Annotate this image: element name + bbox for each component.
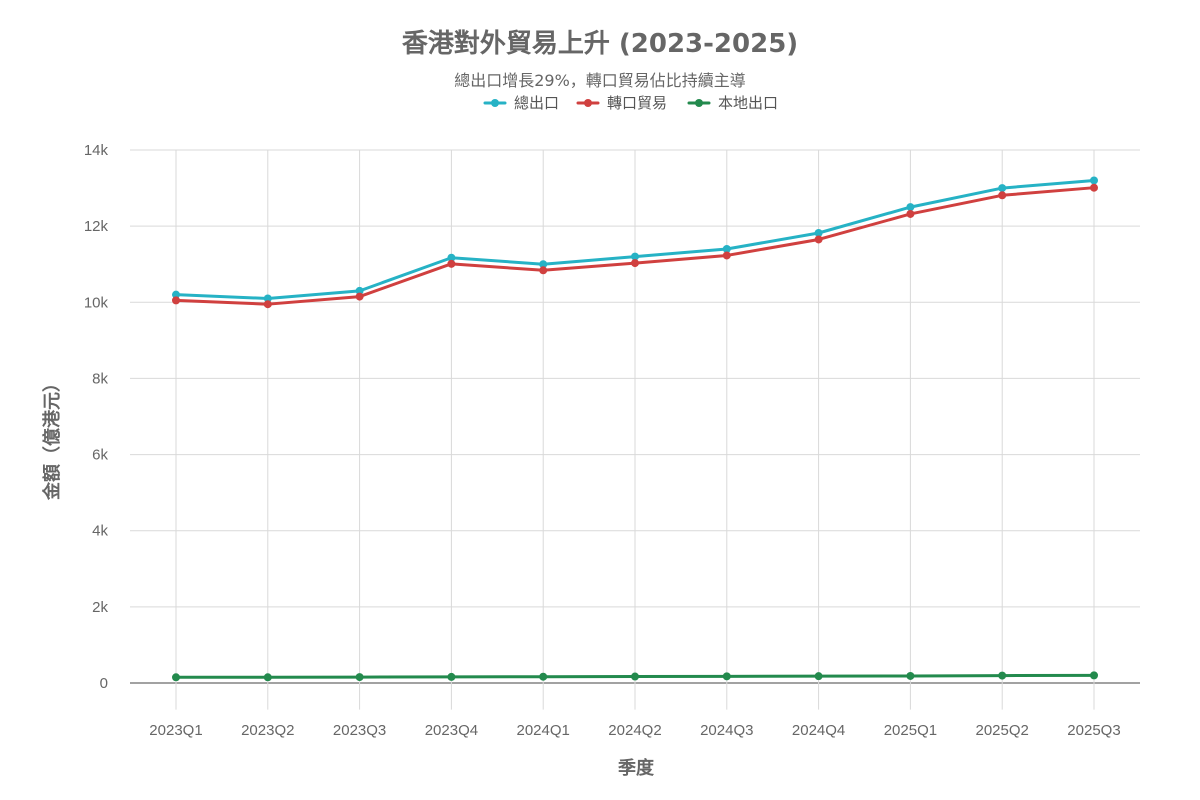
data-point (631, 672, 639, 681)
data-point (263, 673, 272, 682)
x-tick-label: 2025Q3 (1067, 722, 1120, 739)
data-point (172, 673, 180, 682)
chart-subtitle: 總出口增長29%，轉口貿易佔比持續主導 (454, 71, 746, 90)
series-3 (172, 671, 1098, 682)
data-point (355, 673, 364, 682)
data-point (998, 671, 1007, 680)
data-point (447, 259, 456, 268)
data-point (1090, 671, 1098, 680)
data-point (263, 294, 272, 303)
data-point (631, 252, 639, 261)
data-point (539, 260, 548, 269)
y-tick-label: 4k (92, 523, 108, 540)
series-1 (172, 176, 1098, 303)
series-2 (172, 183, 1098, 309)
legend-label: 轉口貿易 (607, 94, 667, 112)
legend-marker (584, 99, 592, 107)
x-tick-label: 2025Q1 (884, 722, 937, 739)
y-tick-label: 14k (84, 142, 109, 159)
data-point (906, 671, 915, 680)
x-axis-title: 季度 (618, 757, 655, 779)
legend-item: 本地出口 (687, 94, 778, 112)
y-tick-label: 10k (84, 294, 109, 311)
y-axis-title: 金額（億港元） (41, 374, 63, 501)
y-tick-label: 6k (92, 447, 108, 464)
legend-label: 本地出口 (718, 94, 778, 112)
data-point (722, 244, 731, 253)
data-point (355, 286, 364, 295)
data-point (998, 184, 1007, 193)
y-tick-label: 12k (84, 218, 109, 235)
y-tick-label: 2k (92, 599, 108, 616)
x-tick-label: 2023Q2 (241, 722, 294, 739)
data-point (722, 251, 731, 260)
data-point (263, 300, 272, 309)
data-point (814, 672, 823, 681)
data-point (814, 228, 823, 237)
data-point (906, 203, 915, 212)
x-tick-label: 2025Q2 (976, 722, 1029, 739)
legend-item: 轉口貿易 (576, 94, 667, 112)
data-point (631, 259, 639, 268)
data-point (814, 235, 823, 244)
data-point (172, 296, 180, 305)
series-group (172, 176, 1098, 682)
legend-label: 總出口 (514, 94, 559, 112)
data-point (172, 290, 180, 299)
x-tick-label: 2024Q3 (700, 722, 753, 739)
data-point (447, 672, 456, 681)
data-point (539, 672, 548, 681)
legend: 總出口 轉口貿易 本地出口 (483, 94, 778, 112)
x-tick-label: 2024Q1 (517, 722, 570, 739)
x-tick-label: 2023Q3 (333, 722, 386, 739)
legend-item: 總出口 (483, 94, 559, 112)
y-tick-label: 0 (100, 675, 108, 692)
data-point (355, 292, 364, 301)
data-point (447, 253, 456, 262)
data-point (1090, 176, 1098, 185)
y-axis: 0 2k 4k 6k 8k 10k 12k 14k (84, 142, 109, 692)
grid (130, 149, 1140, 710)
legend-marker (695, 99, 703, 107)
legend-marker (491, 99, 499, 107)
data-point (722, 672, 731, 681)
x-tick-label: 2023Q1 (149, 722, 202, 739)
data-point (1090, 183, 1098, 192)
y-tick-label: 8k (92, 370, 108, 387)
x-axis: 2023Q1 2023Q2 2023Q3 2023Q4 2024Q1 2024Q2 2024… (149, 722, 1120, 739)
data-point (906, 209, 915, 218)
data-point (998, 191, 1007, 200)
x-tick-label: 2023Q4 (425, 722, 478, 739)
chart-title: 香港對外貿易上升 (2023-2025) (402, 29, 798, 59)
data-point (539, 266, 548, 275)
x-tick-label: 2024Q2 (608, 722, 661, 739)
x-tick-label: 2024Q4 (792, 722, 845, 739)
